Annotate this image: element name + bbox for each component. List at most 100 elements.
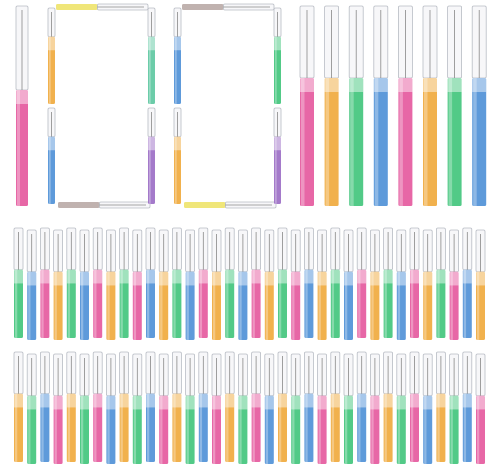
brush-handle-tint [198,269,208,284]
brush-handle-tint [449,395,459,410]
brush-highlight [450,395,453,464]
brush-handle [184,202,226,208]
brush-handle [80,395,89,464]
brush-highlight [173,269,176,338]
brush [299,5,315,206]
brush-handle-tint [106,395,116,410]
brush-handle [182,4,224,10]
brush-handle-tint [436,269,446,284]
brush [471,5,487,206]
brush [15,5,29,206]
brush-handle-tint [349,78,364,92]
brush-highlight [345,271,348,340]
brush-highlight [239,395,242,464]
brush-highlight [397,271,401,340]
brush-handle-tint [132,395,142,410]
brush-handle [264,395,274,464]
brush-handle [370,271,380,340]
brush-handle-tint [80,271,89,286]
brush [324,5,340,206]
brush-handle [462,269,472,338]
brush-handle [476,271,485,340]
brush [356,351,367,462]
brush [317,229,328,340]
brush [396,353,407,464]
brush-handle-tint [264,395,274,410]
brush [66,351,77,462]
brush-highlight [448,78,453,206]
brush [251,351,262,462]
brush [290,229,301,340]
brush-highlight [41,393,44,462]
brush-highlight [305,269,308,338]
brush-handle-tint [159,271,169,286]
brush-handle [159,395,169,464]
brush-handle-tint [40,269,50,284]
brush-handle [174,36,181,104]
brush [273,107,282,204]
brush-highlight [186,271,189,340]
brush [449,229,460,340]
brush-handle-tint [344,395,353,410]
brush-handle [198,393,208,462]
brush-handle [264,271,274,340]
brush-highlight [28,271,31,340]
brush-highlight [318,271,321,340]
brush-highlight [350,78,354,206]
brush-handle [14,269,23,338]
brush [40,351,50,462]
brush-handle [185,271,195,340]
brush [290,353,301,464]
brush-highlight [28,395,31,464]
brush-handle [304,393,314,462]
brush-highlight [54,271,57,340]
brush [475,229,486,340]
brush-highlight [17,90,20,206]
brush-handle [436,393,446,462]
brush-handle-tint [238,271,248,286]
brush [47,7,56,104]
brush [47,107,56,204]
brush-handle-tint [330,393,340,408]
brush [462,227,473,338]
brush-handle-tint [48,136,55,151]
brush-handle [300,78,314,206]
brush [40,227,50,338]
brush-handle-tint [159,395,169,410]
brush-highlight [279,269,282,338]
brush-highlight [252,269,255,338]
brush-handle [48,136,55,204]
brush-handle [238,395,248,464]
brush-handle [225,269,235,338]
brush-handle-tint [462,393,472,408]
brush-handle [462,393,472,462]
brush-highlight [149,136,151,204]
brush-highlight [437,393,440,462]
brush-highlight [371,395,374,464]
brush-highlight [477,271,480,340]
brush-handle [472,78,487,206]
brush-handle [357,269,367,338]
brush-highlight [331,269,335,338]
brush-highlight [226,393,229,462]
brush-highlight [424,78,428,206]
brush-handle [212,271,221,340]
brush [435,351,446,462]
brush [184,201,277,209]
brush-highlight [15,269,18,338]
brush [330,351,341,462]
brush-highlight [275,36,277,104]
brush [158,353,169,464]
brush [383,351,394,462]
brush-handle-tint [476,271,485,286]
brush-handle [410,269,419,338]
brush [237,353,248,464]
brush [119,351,129,462]
brush-handle [383,393,393,462]
brush-handle [410,393,419,462]
brush-handle [185,395,195,464]
brush-handle-tint [172,393,182,408]
brush [211,353,222,464]
brush-handle-tint [27,395,37,410]
brush-handle-tint [291,271,301,286]
